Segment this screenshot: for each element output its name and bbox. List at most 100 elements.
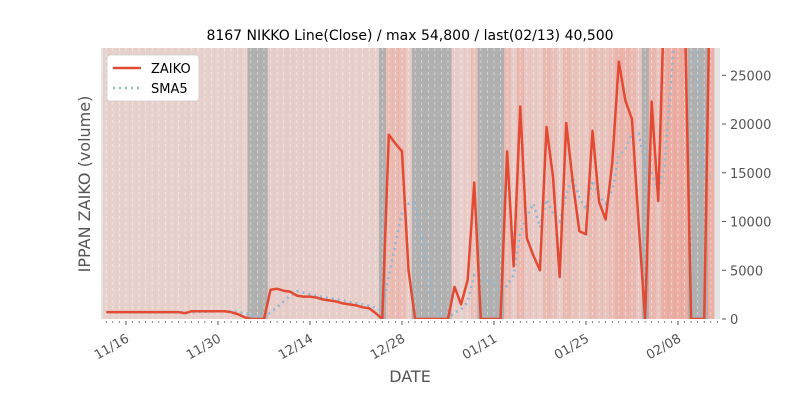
- day-band: [240, 48, 248, 319]
- day-band: [674, 48, 682, 319]
- y-tick-label: 0: [730, 313, 738, 328]
- day-band: [359, 48, 367, 319]
- day-band: [306, 48, 314, 319]
- y-tick-label: 10000: [730, 216, 771, 231]
- legend-box: [106, 54, 200, 102]
- day-band: [602, 48, 610, 319]
- day-band: [208, 48, 215, 319]
- day-band: [628, 48, 636, 319]
- day-band: [608, 48, 616, 319]
- day-band: [201, 48, 209, 319]
- day-band: [418, 48, 426, 319]
- day-band: [267, 48, 275, 319]
- day-band: [392, 48, 399, 319]
- day-band: [523, 48, 531, 319]
- day-band: [562, 48, 570, 319]
- y-tick-label: 5000: [730, 264, 763, 279]
- day-band: [102, 48, 110, 319]
- series-lines: [106, 48, 711, 319]
- day-band: [543, 48, 551, 319]
- day-band: [503, 48, 511, 319]
- day-band: [385, 48, 393, 319]
- zaiko-line: [106, 48, 710, 319]
- day-band: [707, 48, 715, 319]
- day-band: [687, 48, 695, 319]
- day-band: [490, 48, 498, 319]
- chart-title: 8167 NIKKO Line(Close) / max 54,800 / la…: [206, 28, 613, 44]
- day-band: [326, 48, 334, 319]
- x-tick-label: 11/30: [184, 331, 224, 363]
- day-band: [405, 48, 413, 319]
- day-band: [411, 48, 419, 319]
- day-band: [142, 48, 150, 319]
- day-band: [260, 48, 268, 319]
- day-band: [188, 48, 196, 319]
- day-band: [497, 48, 505, 319]
- day-band: [372, 48, 380, 319]
- day-band: [352, 48, 360, 319]
- day-band: [221, 48, 229, 319]
- day-band: [530, 48, 537, 319]
- day-band: [378, 48, 386, 319]
- y-tick-label: 25000: [730, 69, 771, 84]
- day-band: [300, 48, 307, 319]
- day-band: [510, 48, 518, 319]
- day-band: [431, 48, 439, 319]
- day-band: [135, 48, 143, 319]
- day-band: [516, 48, 524, 319]
- day-band: [168, 48, 176, 319]
- day-bands: [102, 48, 715, 319]
- day-band: [641, 48, 649, 319]
- day-band: [194, 48, 202, 319]
- legend-sma5-label: SMA5: [151, 82, 188, 97]
- day-band: [576, 48, 583, 319]
- day-band: [109, 48, 117, 319]
- day-band: [214, 48, 222, 319]
- day-band: [451, 48, 459, 319]
- legend-zaiko-label: ZAIKO: [151, 62, 191, 77]
- day-band: [129, 48, 137, 319]
- day-band: [464, 48, 472, 319]
- x-axis-label: DATE: [389, 367, 431, 386]
- day-band: [615, 48, 623, 319]
- day-band: [582, 48, 590, 319]
- day-band: [648, 48, 656, 319]
- day-band: [313, 48, 321, 319]
- y-axis-label: IPPAN ZAIKO (volume): [75, 96, 94, 273]
- day-band: [365, 48, 373, 319]
- day-band: [339, 48, 347, 319]
- day-band: [247, 48, 255, 319]
- day-band: [457, 48, 465, 319]
- day-band: [346, 48, 353, 319]
- day-band: [332, 48, 340, 319]
- day-band: [181, 48, 189, 319]
- day-band: [293, 48, 301, 319]
- day-band: [635, 48, 643, 319]
- day-band: [116, 48, 123, 319]
- day-band: [556, 48, 564, 319]
- day-band: [273, 48, 281, 319]
- y-tick-label: 20000: [730, 118, 771, 133]
- x-tick-label: 11/16: [92, 331, 132, 363]
- x-tick-label: 12/28: [368, 331, 408, 363]
- day-band: [661, 48, 669, 319]
- x-axis: 11/16 11/30 12/14 12/28 01/11 01/25 02/08: [92, 321, 718, 363]
- y-axis: 0 5000 10000 15000 20000 25000: [722, 69, 771, 328]
- day-band: [319, 48, 327, 319]
- day-band: [148, 48, 156, 319]
- day-band: [234, 48, 242, 319]
- x-tick-label: 01/11: [460, 331, 500, 363]
- day-band: [536, 48, 544, 319]
- day-band: [280, 48, 288, 319]
- day-band: [700, 48, 708, 319]
- day-band: [122, 48, 130, 319]
- day-band: [477, 48, 485, 319]
- day-band: [254, 48, 261, 319]
- day-band: [155, 48, 163, 319]
- day-band: [398, 48, 406, 319]
- day-band: [286, 48, 294, 319]
- day-band: [668, 48, 675, 319]
- day-band: [681, 48, 689, 319]
- day-band: [438, 48, 445, 319]
